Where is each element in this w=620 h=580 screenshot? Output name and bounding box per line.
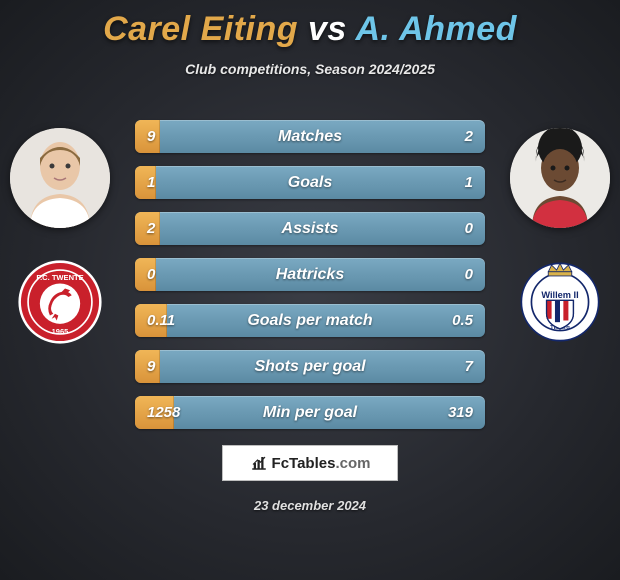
brand-text: FcTables.com [272, 455, 371, 472]
stat-value-left: 1 [147, 166, 155, 199]
stat-value-left: 2 [147, 212, 155, 245]
stat-value-right: 0.5 [452, 304, 473, 337]
stat-row: Matches9 2 [135, 120, 485, 153]
stat-value-left: 1258 [147, 396, 180, 429]
stats-bars: Matches92Goals11Assists20Hattricks00Goal… [135, 120, 485, 442]
vs-separator: vs [308, 10, 347, 48]
stat-row: Goals per match0.11 0.5 [135, 304, 485, 337]
svg-text:1965: 1965 [52, 327, 69, 336]
stat-label: Goals per match [135, 304, 485, 337]
stat-label: Assists [135, 212, 485, 245]
chart-icon [250, 454, 268, 472]
brand-domain: .com [335, 455, 370, 472]
stat-label: Goals [135, 166, 485, 199]
player1-name: Carel Eiting [103, 10, 298, 48]
brand-name: FcTables [272, 455, 336, 472]
svg-text:F.C. TWENTE: F.C. TWENTE [36, 273, 83, 282]
comparison-title: Carel Eiting vs A. Ahmed [0, 0, 620, 49]
stat-value-left: 9 [147, 350, 155, 383]
player2-name: A. Ahmed [355, 10, 516, 48]
stat-label: Matches [135, 120, 485, 153]
subtitle: Club competitions, Season 2024/2025 [0, 61, 620, 77]
stat-value-right: 0 [465, 258, 473, 291]
stat-value-right: 1 [465, 166, 473, 199]
stat-value-right: 319 [448, 396, 473, 429]
stat-label: Min per goal [135, 396, 485, 429]
stat-label: Hattricks [135, 258, 485, 291]
stat-value-right: 0 [465, 212, 473, 245]
stat-value-left: 0.11 [147, 304, 175, 337]
player2-club-badge: Willem II Tilburg [510, 252, 610, 352]
stat-row: Min per goal1258 319 [135, 396, 485, 429]
player2-avatar-image [510, 128, 610, 228]
stat-label: Shots per goal [135, 350, 485, 383]
stat-row: Shots per goal9 7 [135, 350, 485, 383]
brand-badge[interactable]: FcTables.com [222, 445, 398, 481]
svg-text:Willem II: Willem II [541, 290, 578, 300]
stat-row: Hattricks0 0 [135, 258, 485, 291]
player1-avatar [10, 128, 110, 228]
twente-badge-icon: F.C. TWENTE 1965 [18, 260, 102, 344]
stat-row: Goals1 1 [135, 166, 485, 199]
stat-value-right: 7 [465, 350, 473, 383]
stat-value-left: 0 [147, 258, 155, 291]
stat-row: Assists2 0 [135, 212, 485, 245]
stat-value-right: 2 [465, 120, 473, 153]
player1-club-badge: F.C. TWENTE 1965 [10, 252, 110, 352]
player1-avatar-image [10, 128, 110, 228]
willemii-badge-icon: Willem II Tilburg [518, 260, 602, 344]
player2-avatar [510, 128, 610, 228]
stat-value-left: 9 [147, 120, 155, 153]
date-label: 23 december 2024 [0, 498, 620, 513]
